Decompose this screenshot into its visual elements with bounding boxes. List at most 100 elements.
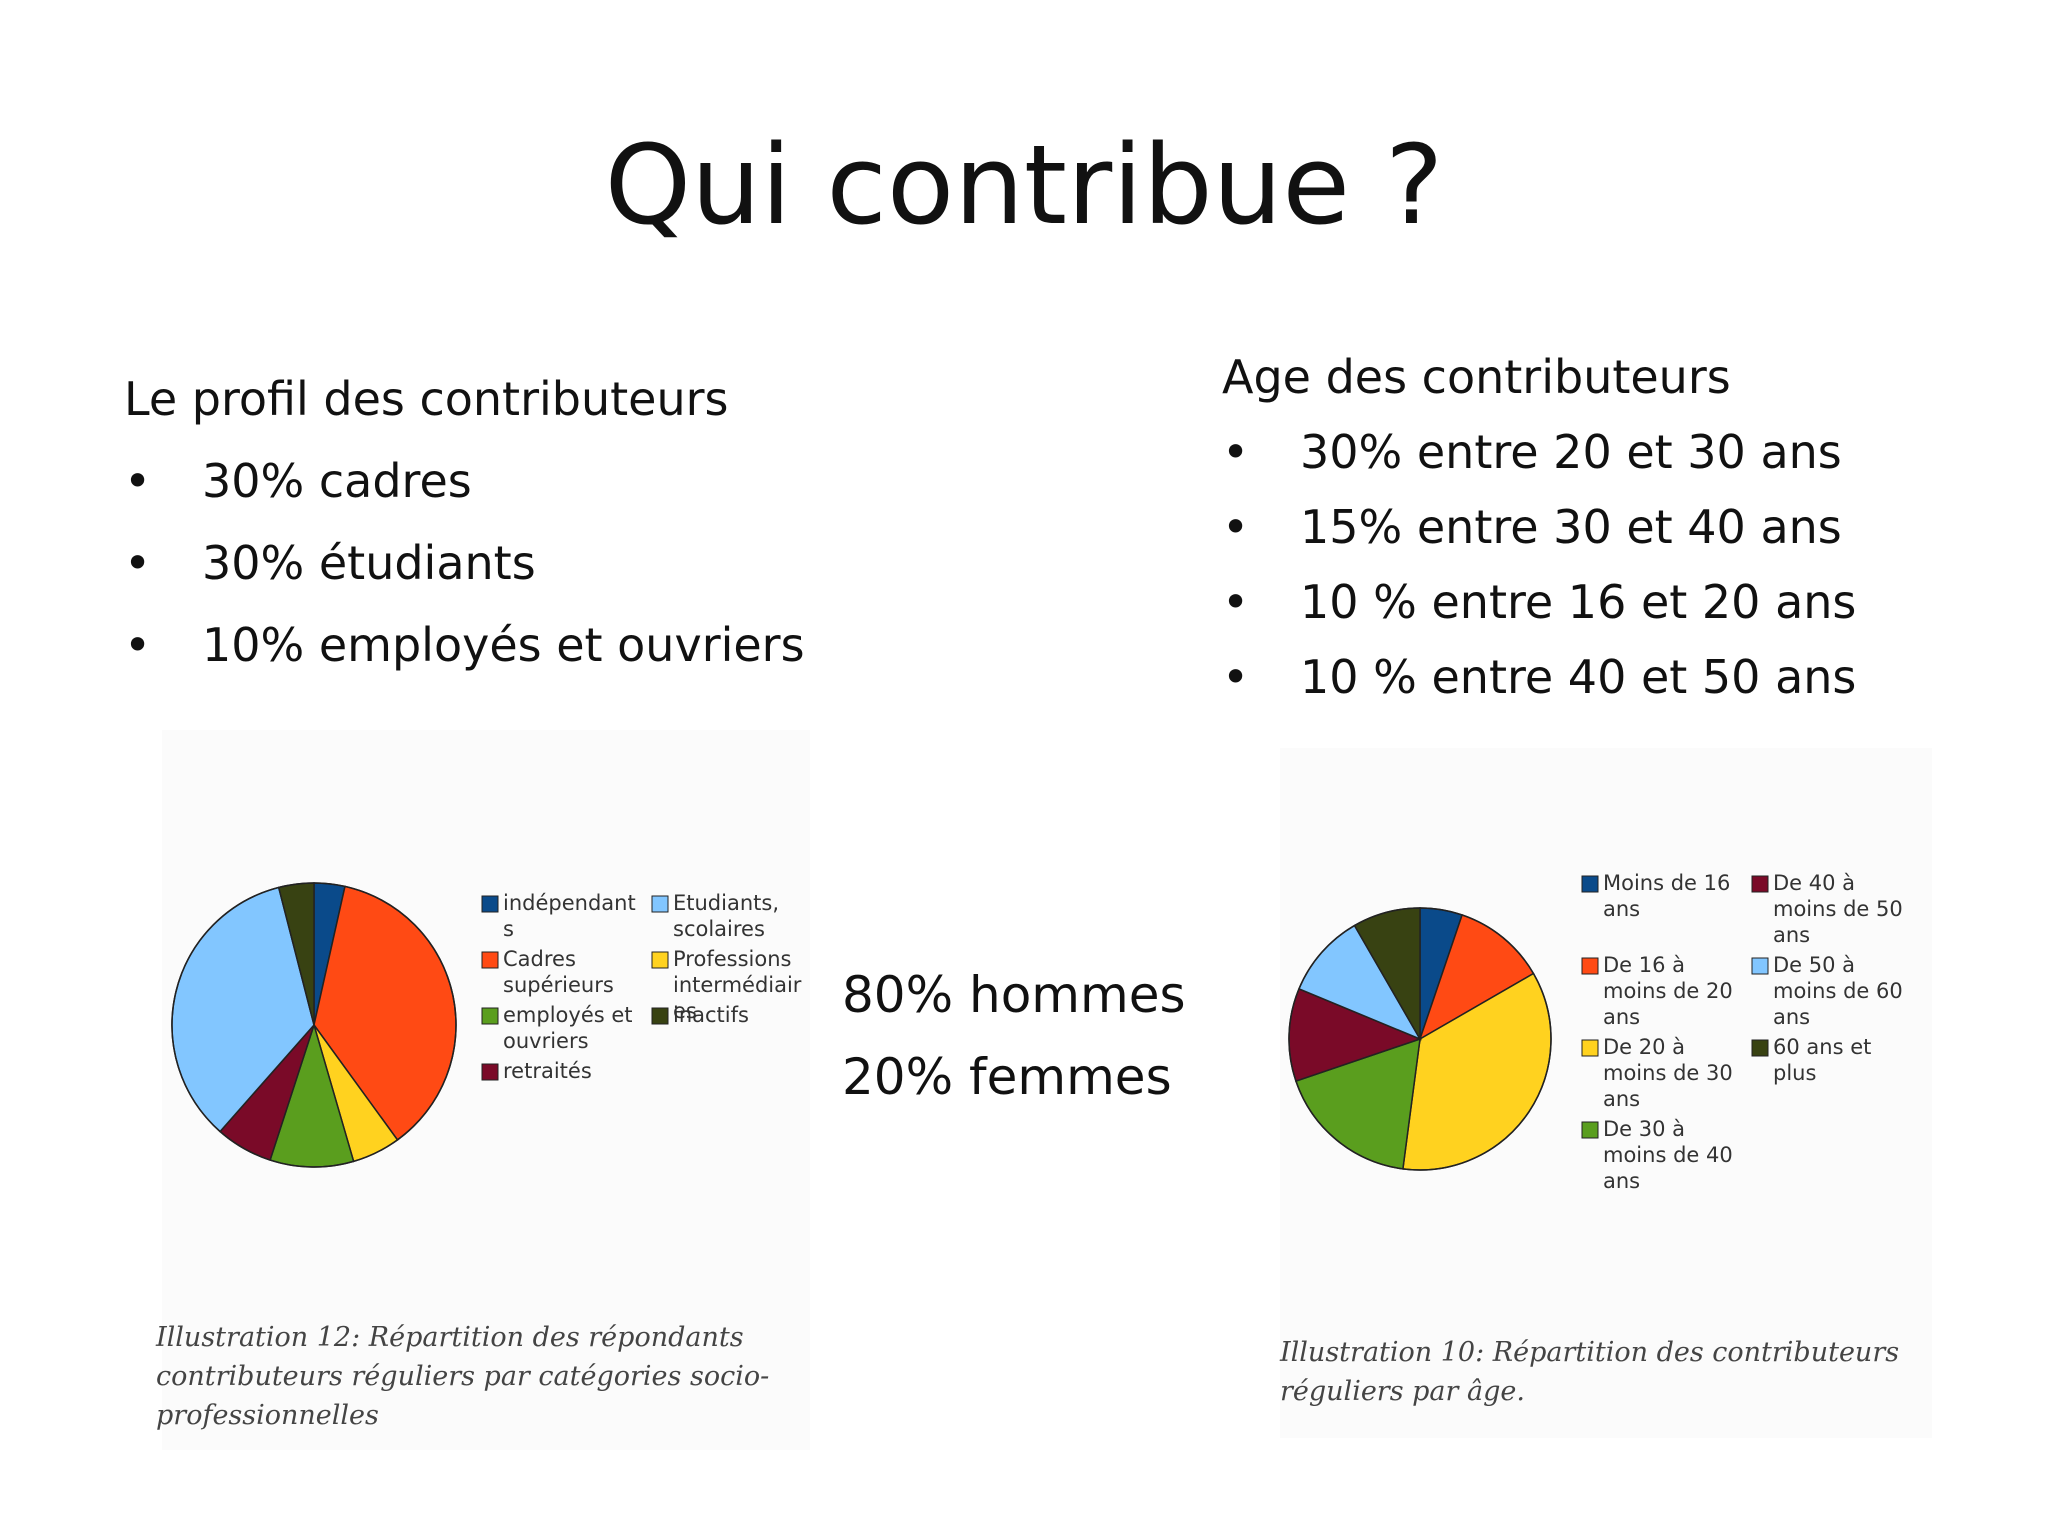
legend-swatch	[1581, 1121, 1599, 1139]
legend-label: Cadres	[503, 947, 576, 971]
legend-label: De 30 à	[1603, 1117, 1685, 1141]
gender-men: 80% hommes	[842, 966, 1186, 1024]
bullet-icon: •	[124, 536, 152, 590]
legend-label: moins de 40	[1603, 1143, 1733, 1167]
legend-label: ans	[1773, 1005, 1810, 1029]
legend-swatch	[481, 951, 499, 969]
bullet-text: 10 % entre 40 et 50 ans	[1300, 650, 1857, 704]
legend-swatch	[1751, 957, 1769, 975]
age-list: • 30% entre 20 et 30 ans • 15% entre 30 et…	[1222, 429, 1856, 700]
legend-label: moins de 30	[1603, 1061, 1733, 1085]
legend-swatch	[481, 1063, 499, 1081]
age-heading: Age des contributeurs	[1222, 350, 1731, 404]
age-block: Age des contributeurs • 30% entre 20 et 3…	[1222, 354, 1856, 700]
caption-line: professionnelles	[156, 1400, 379, 1431]
list-item: • 10 % entre 16 et 20 ans	[1222, 579, 1856, 625]
bullet-icon: •	[1222, 575, 1250, 629]
legend-label: indépendant	[503, 891, 636, 915]
caption-line: Illustration 12: Répartition des réponda…	[156, 1322, 744, 1353]
legend-label: ans	[1773, 923, 1810, 947]
list-item: • 30% étudiants	[124, 540, 805, 586]
bullet-icon: •	[1222, 650, 1250, 704]
profil-heading: Le profil des contributeurs	[124, 372, 729, 426]
legend-label: De 40 à	[1773, 871, 1855, 895]
legend-label: s	[503, 917, 514, 941]
bullet-icon: •	[124, 454, 152, 508]
bullet-text: 10% employés et ouvriers	[202, 618, 805, 672]
legend-swatch	[651, 951, 669, 969]
legend-swatch	[651, 1007, 669, 1025]
legend-label: ans	[1603, 1169, 1640, 1193]
legend-label: moins de 20	[1603, 979, 1733, 1003]
gender-women: 20% femmes	[842, 1048, 1172, 1106]
bullet-text: 30% entre 20 et 30 ans	[1300, 425, 1842, 479]
caption-line: réguliers par âge.	[1280, 1376, 1525, 1407]
legend-label: moins de 60	[1773, 979, 1903, 1003]
caption-line: Illustration 10: Répartition des contrib…	[1280, 1337, 1900, 1368]
legend-entry-etudiants-scolaires: Etudiants,scolaires	[651, 891, 779, 941]
list-item: • 15% entre 30 et 40 ans	[1222, 504, 1856, 550]
legend-label: scolaires	[673, 917, 765, 941]
legend-label: ans	[1603, 1087, 1640, 1111]
chart-age: Moins de 16 ans De 40 à moins de 50 ans De 16…	[1280, 748, 1932, 1438]
legend-swatch	[1751, 875, 1769, 893]
slide-title: Qui contribue ?	[604, 121, 1444, 249]
legend-label: supérieurs	[503, 973, 614, 997]
chart-age-caption: Illustration 10: Répartition des contrib…	[1280, 1333, 1932, 1411]
legend-swatch	[1751, 1039, 1769, 1057]
legend-label: inactifs	[673, 1003, 749, 1027]
legend-swatch	[651, 895, 669, 913]
legend-label: De 16 à	[1603, 953, 1685, 977]
legend-label: ans	[1603, 1005, 1640, 1029]
list-item: • 10% employés et ouvriers	[124, 622, 805, 668]
caption-line: contributeurs réguliers par catégories s…	[156, 1361, 770, 1392]
legend-swatch	[1581, 1039, 1599, 1057]
pie-outline	[171, 882, 457, 1168]
bullet-icon: •	[124, 618, 152, 672]
legend-label: plus	[1773, 1061, 1816, 1085]
legend-label: moins de 50	[1773, 897, 1903, 921]
legend-entry-retraites: retraités	[481, 1059, 592, 1083]
chart-csp: indépendant s Etudiants, scolaires Cadres sup…	[156, 730, 810, 1450]
legend-label: employés et	[503, 1003, 633, 1027]
list-item: • 30% cadres	[124, 458, 805, 504]
legend-label: es	[673, 999, 697, 1023]
pie-outline	[1288, 907, 1552, 1171]
legend-label: Moins de 16	[1603, 871, 1730, 895]
list-item: • 30% entre 20 et 30 ans	[1222, 429, 1856, 475]
legend-label: 60 ans et	[1773, 1035, 1871, 1059]
legend-label: Professions	[673, 947, 791, 971]
legend-entry-inactifs: inactifs	[651, 1003, 749, 1027]
legend-label: De 50 à	[1773, 953, 1855, 977]
legend-swatch	[1581, 957, 1599, 975]
legend-label: Etudiants,	[673, 891, 779, 915]
legend-label: intermédiair	[673, 973, 802, 997]
profil-list: • 30% cadres • 30% étudiants • 10% employés…	[124, 458, 805, 668]
legend-label: De 20 à	[1603, 1035, 1685, 1059]
bullet-text: 30% étudiants	[202, 536, 536, 590]
legend-swatch	[1581, 875, 1599, 893]
profil-block: Le profil des contributeurs • 30% cadres …	[124, 376, 805, 668]
legend-label: retraités	[503, 1059, 592, 1083]
bullet-icon: •	[1222, 500, 1250, 554]
legend-swatch	[481, 1007, 499, 1025]
bullet-text: 15% entre 30 et 40 ans	[1300, 500, 1842, 554]
chart-csp-caption: Illustration 12: Répartition des réponda…	[156, 1318, 816, 1435]
legend-swatch	[481, 895, 499, 913]
list-item: • 10 % entre 40 et 50 ans	[1222, 654, 1856, 700]
bullet-text: 30% cadres	[202, 454, 472, 508]
legend-label: ouvriers	[503, 1029, 589, 1053]
bullet-icon: •	[1222, 425, 1250, 479]
